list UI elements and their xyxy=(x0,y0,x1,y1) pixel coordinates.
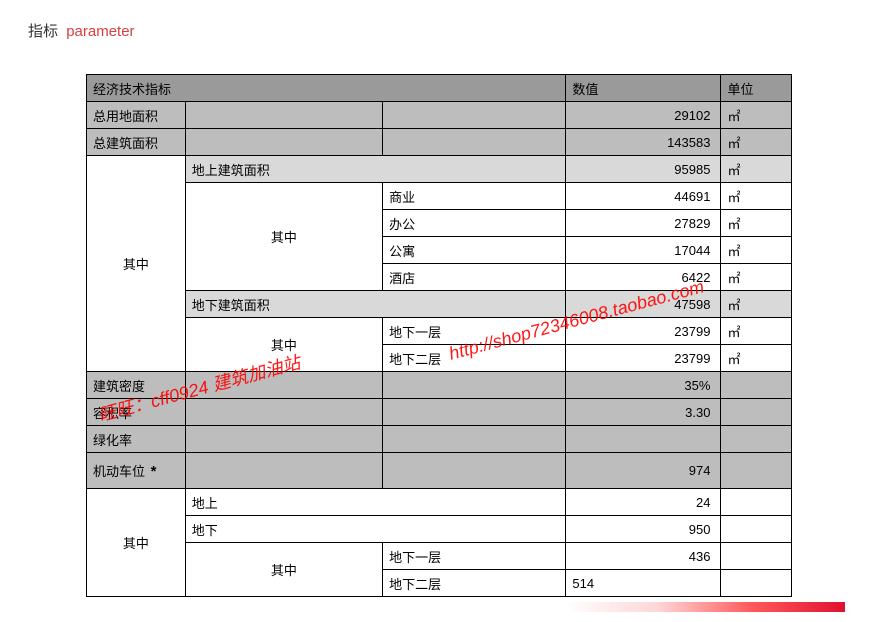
label: 地下二层 xyxy=(383,570,566,597)
label: 办公 xyxy=(383,210,566,237)
unit: ㎡ xyxy=(721,291,792,318)
label: 建筑密度 xyxy=(87,372,186,399)
unit: ㎡ xyxy=(721,345,792,372)
table-row: 地下 950 xyxy=(87,516,792,543)
value: 47598 xyxy=(566,291,721,318)
unit: ㎡ xyxy=(721,183,792,210)
table-row: 其中 地上 24 xyxy=(87,489,792,516)
unit: ㎡ xyxy=(721,129,792,156)
label: 地上 xyxy=(185,489,566,516)
value: 143583 xyxy=(566,129,721,156)
value: 27829 xyxy=(566,210,721,237)
title-en: parameter xyxy=(66,23,134,40)
label: 容积率 xyxy=(87,399,186,426)
unit: ㎡ xyxy=(721,237,792,264)
unit: ㎡ xyxy=(721,264,792,291)
label: 机动车位 * xyxy=(87,453,186,489)
above-qizhong: 其中 xyxy=(185,183,382,291)
label: 酒店 xyxy=(383,264,566,291)
value: 24 xyxy=(566,489,721,516)
value: 974 xyxy=(566,453,721,489)
label: 公寓 xyxy=(383,237,566,264)
qizhong-outer: 其中 xyxy=(87,156,186,372)
value: 23799 xyxy=(566,345,721,372)
label: 绿化率 xyxy=(87,426,186,453)
table-row: 总用地面积 29102 ㎡ xyxy=(87,102,792,129)
unit: ㎡ xyxy=(721,102,792,129)
label: 地下二层 xyxy=(383,345,566,372)
under-qizhong: 其中 xyxy=(185,318,382,372)
title-zh: 指标 xyxy=(28,23,58,40)
value: 436 xyxy=(566,543,721,570)
asterisk-icon: * xyxy=(151,463,157,480)
value: 35% xyxy=(566,372,721,399)
value: 17044 xyxy=(566,237,721,264)
value: 29102 xyxy=(566,102,721,129)
table-row: 其中 地下一层 23799 ㎡ xyxy=(87,318,792,345)
table-row: 经济技术指标 数值 单位 xyxy=(87,75,792,102)
p-under-qizhong: 其中 xyxy=(185,543,382,597)
unit: ㎡ xyxy=(721,156,792,183)
col-value: 数值 xyxy=(566,75,721,102)
gradient-bar xyxy=(565,602,845,612)
table-row: 其中 地下一层 436 xyxy=(87,543,792,570)
table-row: 建筑密度 35% xyxy=(87,372,792,399)
value: 23799 xyxy=(566,318,721,345)
unit: ㎡ xyxy=(721,210,792,237)
value: 950 xyxy=(566,516,721,543)
value: 44691 xyxy=(566,183,721,210)
table-row: 机动车位 * 974 xyxy=(87,453,792,489)
value: 95985 xyxy=(566,156,721,183)
value xyxy=(566,426,721,453)
value: 3.30 xyxy=(566,399,721,426)
label: 地下一层 xyxy=(383,318,566,345)
unit: ㎡ xyxy=(721,318,792,345)
label: 地上建筑面积 xyxy=(185,156,566,183)
label: 商业 xyxy=(383,183,566,210)
table-row: 总建筑面积 143583 ㎡ xyxy=(87,129,792,156)
table-row: 容积率 3.30 xyxy=(87,399,792,426)
table-row: 绿化率 xyxy=(87,426,792,453)
col-indicator: 经济技术指标 xyxy=(87,75,566,102)
label: 地下 xyxy=(185,516,566,543)
label: 地下建筑面积 xyxy=(185,291,566,318)
table-row: 其中 商业 44691 ㎡ xyxy=(87,183,792,210)
page-title: 指标 parameter xyxy=(28,20,135,41)
label: 总建筑面积 xyxy=(87,129,186,156)
parking-qizhong: 其中 xyxy=(87,489,186,597)
label: 地下一层 xyxy=(383,543,566,570)
label: 总用地面积 xyxy=(87,102,186,129)
table-row: 其中 地上建筑面积 95985 ㎡ xyxy=(87,156,792,183)
value: 514 xyxy=(566,570,721,597)
value: 6422 xyxy=(566,264,721,291)
parameters-table: 经济技术指标 数值 单位 总用地面积 29102 ㎡ 总建筑面积 143583 … xyxy=(86,74,792,597)
col-unit: 单位 xyxy=(721,75,792,102)
table-row: 地下建筑面积 47598 ㎡ xyxy=(87,291,792,318)
